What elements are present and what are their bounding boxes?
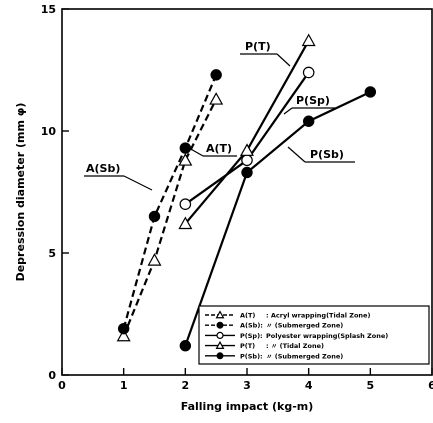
x-axis-title: Falling impact (kg-m) bbox=[181, 400, 314, 413]
legend-desc-at: : Acryl wrapping(Tidal Zone) bbox=[266, 312, 370, 320]
data-point-psb bbox=[302, 115, 315, 127]
series-label-pt: P(T) bbox=[245, 40, 271, 53]
series-labels: A(Sb) A(T) P(T) P(Sp) P(Sb) bbox=[84, 40, 355, 191]
data-point-asb bbox=[179, 142, 192, 154]
y-tick-label: 0 bbox=[48, 369, 56, 382]
legend-marker-at bbox=[215, 310, 225, 319]
markers-layer bbox=[116, 33, 377, 352]
data-point-asb bbox=[117, 322, 130, 335]
legend-code-psb: P(Sb): bbox=[240, 352, 263, 360]
legend-frame bbox=[198, 305, 430, 365]
data-point-at bbox=[209, 92, 224, 105]
x-tick-label: 6 bbox=[428, 379, 433, 392]
legend-desc-pt: : 〃 (Tidal Zone) bbox=[266, 342, 324, 350]
series-label-asb-leader bbox=[123, 175, 153, 191]
legend-code-psp: P(Sp): bbox=[240, 332, 263, 340]
x-tick-label: 0 bbox=[58, 379, 66, 392]
legend-rows: A(T): Acryl wrapping(Tidal Zone)A(Sb): 〃 … bbox=[205, 310, 388, 360]
legend: A(T): Acryl wrapping(Tidal Zone)A(Sb): 〃 … bbox=[198, 305, 430, 365]
data-point-at bbox=[178, 153, 193, 166]
data-point-psp bbox=[302, 66, 315, 79]
data-point-pt bbox=[301, 33, 316, 47]
series-label-psp-leader bbox=[283, 107, 293, 115]
legend-desc-psb: 〃 (Submerged Zone) bbox=[266, 352, 343, 360]
data-point-psb bbox=[364, 86, 377, 98]
x-tick-label: 5 bbox=[367, 379, 375, 392]
x-tick-label: 1 bbox=[120, 379, 128, 392]
legend-desc-asb: 〃 (Submerged Zone) bbox=[266, 322, 343, 330]
y-tick-label: 15 bbox=[41, 3, 56, 16]
data-point-pt bbox=[240, 143, 254, 156]
legend-marker-pt bbox=[215, 340, 225, 349]
series-line-psp bbox=[184, 71, 310, 206]
legend-desc-psp: Polyester wrapping(Splash Zone) bbox=[266, 332, 388, 340]
legend-marker-asb bbox=[216, 321, 224, 329]
x-tick-label: 4 bbox=[305, 379, 313, 392]
x-tick-label: 3 bbox=[243, 379, 251, 392]
data-point-asb bbox=[210, 69, 222, 81]
series-label-psp: P(Sp) bbox=[296, 94, 330, 107]
data-point-psp bbox=[179, 198, 192, 210]
data-point-at bbox=[147, 253, 162, 266]
y-tick-label: 10 bbox=[41, 125, 57, 138]
x-tick-label: 2 bbox=[182, 379, 190, 392]
series-label-psb: P(Sb) bbox=[310, 148, 344, 161]
series-line-psb bbox=[184, 90, 371, 347]
y-tick-label: 5 bbox=[48, 247, 56, 260]
data-point-psb bbox=[179, 340, 192, 352]
legend-marker-psb bbox=[216, 352, 224, 360]
series-label-psb-leader bbox=[287, 146, 306, 163]
series-label-asb: A(Sb) bbox=[86, 162, 120, 175]
data-point-at bbox=[116, 328, 131, 342]
data-point-pt bbox=[178, 216, 193, 230]
series-line-pt bbox=[184, 40, 310, 225]
series-layer bbox=[122, 40, 371, 347]
series-line-asb bbox=[122, 74, 218, 329]
series-label-at: A(T) bbox=[206, 142, 232, 155]
data-point-asb bbox=[148, 210, 161, 223]
legend-code-asb: A(Sb): bbox=[240, 322, 263, 330]
y-axis-title: Depression diameter (mm φ) bbox=[14, 103, 27, 282]
legend-code-at: A(T) bbox=[240, 312, 255, 320]
data-point-psb bbox=[241, 166, 253, 179]
data-point-psp bbox=[241, 154, 253, 167]
legend-marker-psp bbox=[216, 331, 224, 339]
series-line-at bbox=[122, 98, 218, 337]
axis-ticks: 0 1 2 3 4 5 6 0 5 10 15 bbox=[41, 3, 433, 392]
series-label-at-leader bbox=[188, 147, 204, 157]
series-label-pt-leader bbox=[276, 53, 291, 67]
legend-code-pt: P(T) bbox=[240, 342, 255, 350]
